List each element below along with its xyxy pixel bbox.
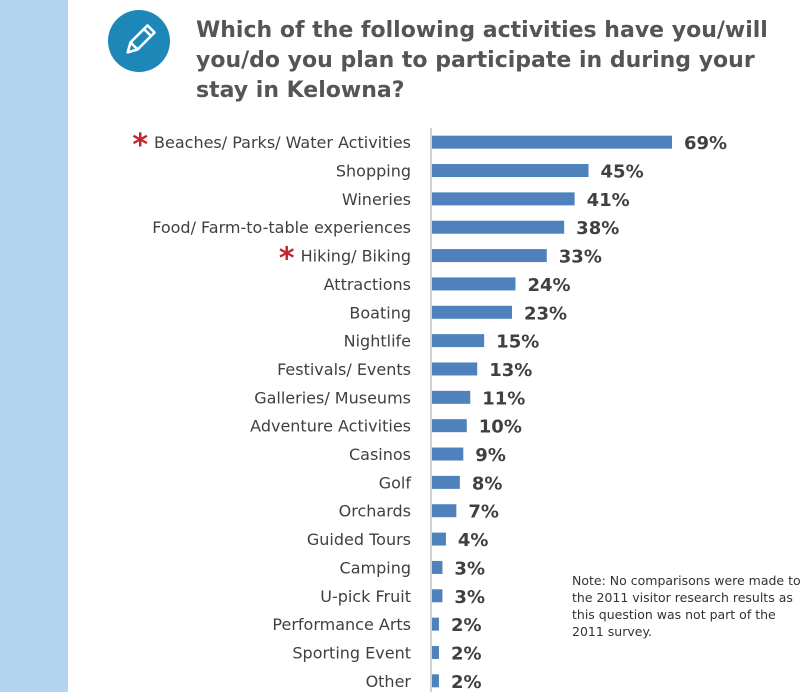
category-label: Hiking/ Biking [301,247,411,266]
category-label: Other [366,672,412,691]
value-label: 2% [451,672,482,692]
category-label: Casinos [349,445,411,464]
category-label: Wineries [342,190,411,209]
value-label: 8% [472,473,503,494]
value-label: 3% [454,558,485,579]
category-label: Nightlife [344,332,411,351]
footnote: Note: No comparisons were made to the 20… [572,573,801,639]
value-label: 10% [479,417,522,438]
bar [432,135,672,149]
value-label: 9% [475,445,506,466]
category-label: Golf [379,473,412,492]
star-marker: * [279,242,295,277]
pencil-icon [108,10,170,72]
value-label: 45% [601,162,644,183]
bar [432,362,478,376]
category-label: Beaches/ Parks/ Water Activities [154,133,411,152]
bar [432,532,446,546]
category-label: Festivals/ Events [277,360,411,379]
value-label: 13% [489,360,532,381]
bar [432,220,565,234]
category-label: Orchards [339,502,411,521]
value-label: 23% [524,303,567,324]
category-label: Food/ Farm-to-table experiences [152,218,411,237]
bar [432,249,547,263]
value-label: 41% [587,190,630,211]
category-label: Sporting Event [292,643,411,662]
star-marker: * [132,128,148,163]
bar [432,164,589,178]
category-label: Galleries/ Museums [254,388,411,407]
bar [432,305,512,319]
category-label: Attractions [324,275,411,294]
value-label: 11% [482,388,525,409]
bar [432,334,485,348]
value-label: 38% [576,218,619,239]
value-label: 69% [684,133,727,154]
category-label: U-pick Fruit [320,587,411,606]
value-label: 33% [559,247,602,268]
value-label: 4% [458,530,489,551]
bar [432,277,516,291]
bar [432,589,443,603]
side-band [0,0,68,692]
category-label: Shopping [336,162,411,181]
category-label: Guided Tours [307,530,411,549]
bar [432,674,439,688]
bar [432,192,575,206]
category-label: Adventure Activities [250,417,411,436]
question-title: Which of the following activities have y… [196,18,768,103]
category-label: Boating [349,303,411,322]
value-label: 24% [527,275,570,296]
value-label: 3% [454,587,485,608]
bar [432,390,471,404]
bar [432,617,439,631]
bar [432,419,467,433]
value-label: 2% [451,615,482,636]
category-label: Camping [340,558,411,577]
category-label: Performance Arts [272,615,411,634]
bar [432,475,460,489]
bar [432,645,439,659]
value-label: 7% [468,502,499,523]
value-label: 15% [496,332,539,353]
bar [432,560,443,574]
bar [432,447,464,461]
value-label: 2% [451,643,482,664]
bar [432,504,457,518]
